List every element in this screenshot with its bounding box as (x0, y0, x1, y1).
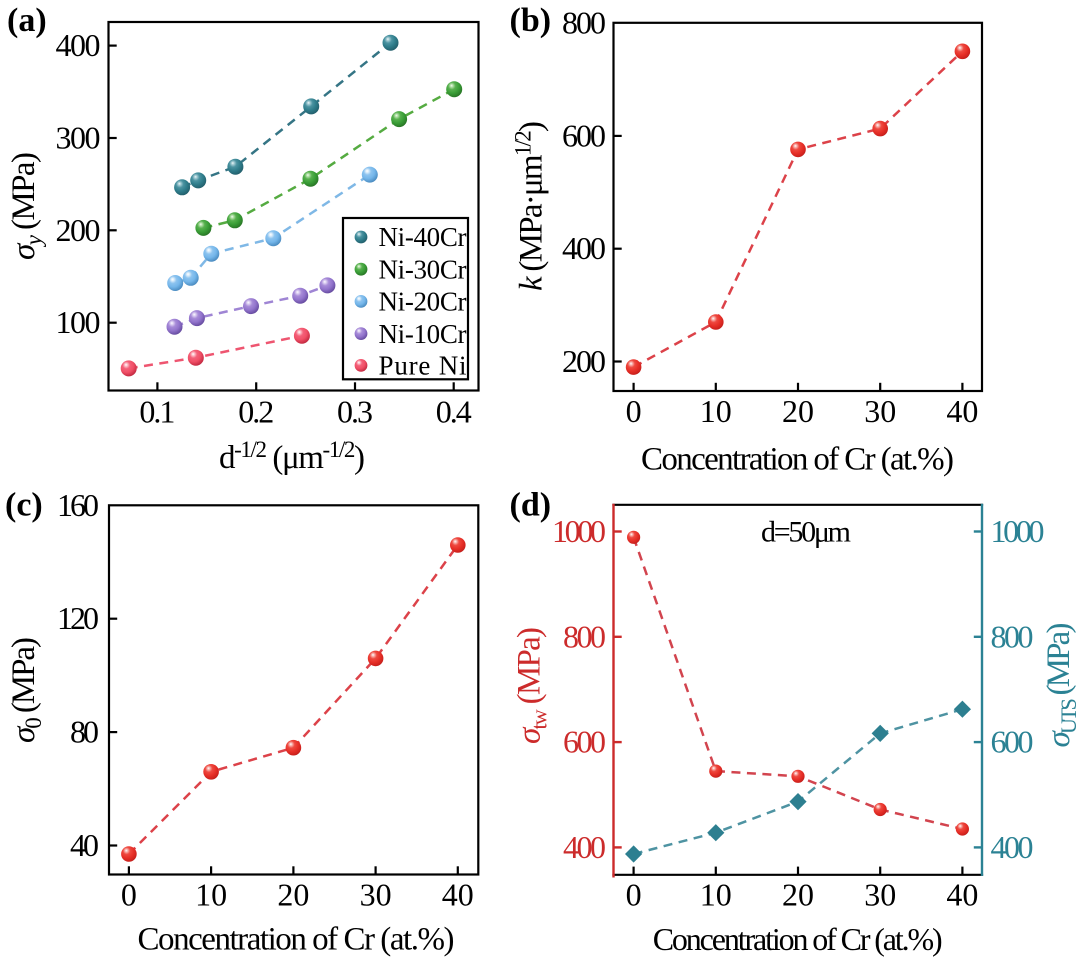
svg-text:1000: 1000 (991, 513, 1045, 549)
svg-text:(b): (b) (510, 2, 552, 39)
svg-text:100: 100 (56, 304, 101, 340)
svg-text:30: 30 (360, 877, 392, 913)
svg-text:σ0 (MPa): σ0 (MPa) (6, 637, 46, 743)
svg-text:Ni-20Cr: Ni-20Cr (379, 287, 467, 317)
svg-text:160: 160 (57, 487, 99, 523)
svg-text:40: 40 (442, 877, 474, 913)
svg-text:k (MPa·μm1/2): k (MPa·μm1/2) (511, 121, 550, 291)
svg-text:800: 800 (563, 618, 606, 654)
svg-text:(c): (c) (5, 487, 43, 524)
svg-text:d=50μm: d=50μm (761, 516, 851, 549)
svg-text:20: 20 (277, 877, 309, 913)
svg-text:40: 40 (946, 877, 978, 913)
svg-text:600: 600 (563, 724, 606, 760)
svg-text:0: 0 (626, 393, 642, 429)
svg-text:30: 30 (864, 877, 896, 913)
svg-text:800: 800 (562, 5, 606, 41)
svg-text:Ni-40Cr: Ni-40Cr (379, 222, 467, 252)
svg-text:Ni-30Cr: Ni-30Cr (379, 254, 467, 284)
svg-text:0.3: 0.3 (337, 393, 373, 429)
svg-text:600: 600 (562, 117, 606, 153)
svg-text:Ni-10Cr: Ni-10Cr (379, 319, 467, 349)
svg-text:600: 600 (991, 724, 1034, 760)
svg-text:20: 20 (782, 393, 814, 429)
svg-text:20: 20 (782, 877, 814, 913)
svg-text:200: 200 (562, 343, 606, 379)
svg-text:300: 300 (56, 120, 101, 156)
svg-text:400: 400 (563, 829, 606, 865)
svg-text:(a): (a) (7, 2, 47, 39)
svg-text:Pure Ni: Pure Ni (379, 351, 467, 381)
svg-text:400: 400 (562, 230, 606, 266)
svg-text:Concentration of Cr (at.%): Concentration of Cr (at.%) (138, 921, 455, 957)
svg-text:σUTS (MPa): σUTS (MPa) (1041, 623, 1080, 748)
svg-text:1000: 1000 (552, 513, 606, 549)
svg-text:10: 10 (195, 877, 227, 913)
svg-text:30: 30 (864, 393, 896, 429)
svg-text:10: 10 (700, 393, 732, 429)
svg-text:0.4: 0.4 (436, 393, 472, 429)
svg-text:400: 400 (991, 829, 1034, 865)
svg-text:0: 0 (626, 877, 642, 913)
svg-text:(d): (d) (510, 487, 552, 524)
svg-text:σtw (MPa): σtw (MPa) (512, 627, 552, 744)
svg-text:800: 800 (991, 618, 1034, 654)
svg-text:Concentration of Cr (at.%): Concentration of Cr (at.%) (641, 441, 954, 477)
svg-text:Concentration of Cr (at.%): Concentration of Cr (at.%) (653, 921, 943, 957)
svg-text:0: 0 (121, 877, 137, 913)
svg-text:200: 200 (56, 212, 101, 248)
svg-text:40: 40 (70, 827, 99, 863)
svg-text:σy (MPa): σy (MPa) (6, 152, 46, 260)
svg-text:0.2: 0.2 (238, 393, 274, 429)
svg-text:80: 80 (70, 714, 99, 750)
svg-text:400: 400 (56, 27, 101, 63)
svg-text:120: 120 (57, 600, 99, 636)
svg-text:10: 10 (700, 877, 732, 913)
svg-text:0.1: 0.1 (139, 393, 175, 429)
svg-text:40: 40 (946, 393, 978, 429)
